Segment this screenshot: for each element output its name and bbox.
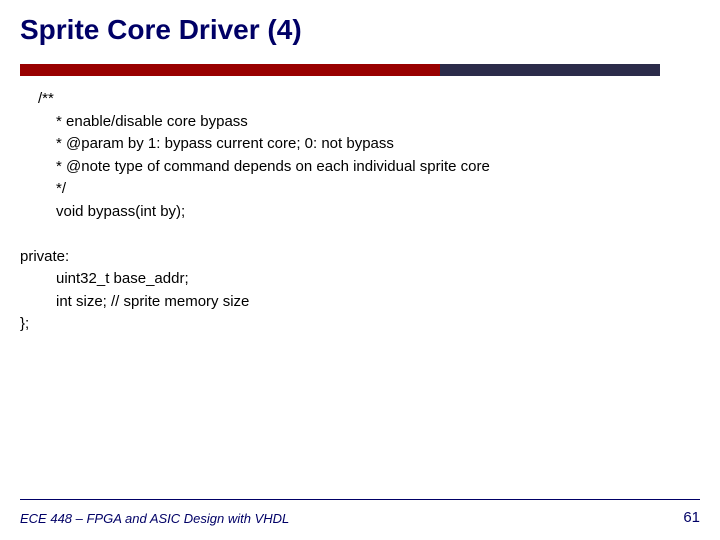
bar-shadow-segment: [440, 64, 660, 76]
code-line: };: [20, 313, 490, 336]
code-block: /** * enable/disable core bypass * @para…: [20, 88, 490, 336]
footer-divider: [20, 499, 700, 500]
title-underline-bar: [20, 64, 660, 76]
code-line: int size; // sprite memory size: [20, 291, 490, 314]
slide: Sprite Core Driver (4) /** * enable/disa…: [0, 0, 720, 540]
code-line: /**: [20, 88, 490, 111]
bar-red-segment: [20, 64, 440, 76]
code-line: * @note type of command depends on each …: [20, 156, 490, 179]
code-line-blank: [20, 223, 490, 246]
code-line: void bypass(int by);: [20, 201, 490, 224]
slide-title: Sprite Core Driver (4): [20, 14, 302, 46]
code-line: private:: [20, 246, 490, 269]
code-line: */: [20, 178, 490, 201]
slide-number: 61: [683, 509, 700, 526]
code-line: uint32_t base_addr;: [20, 268, 490, 291]
code-line: * @param by 1: bypass current core; 0: n…: [20, 133, 490, 156]
footer-course-label: ECE 448 – FPGA and ASIC Design with VHDL: [20, 511, 289, 526]
code-line: * enable/disable core bypass: [20, 111, 490, 134]
